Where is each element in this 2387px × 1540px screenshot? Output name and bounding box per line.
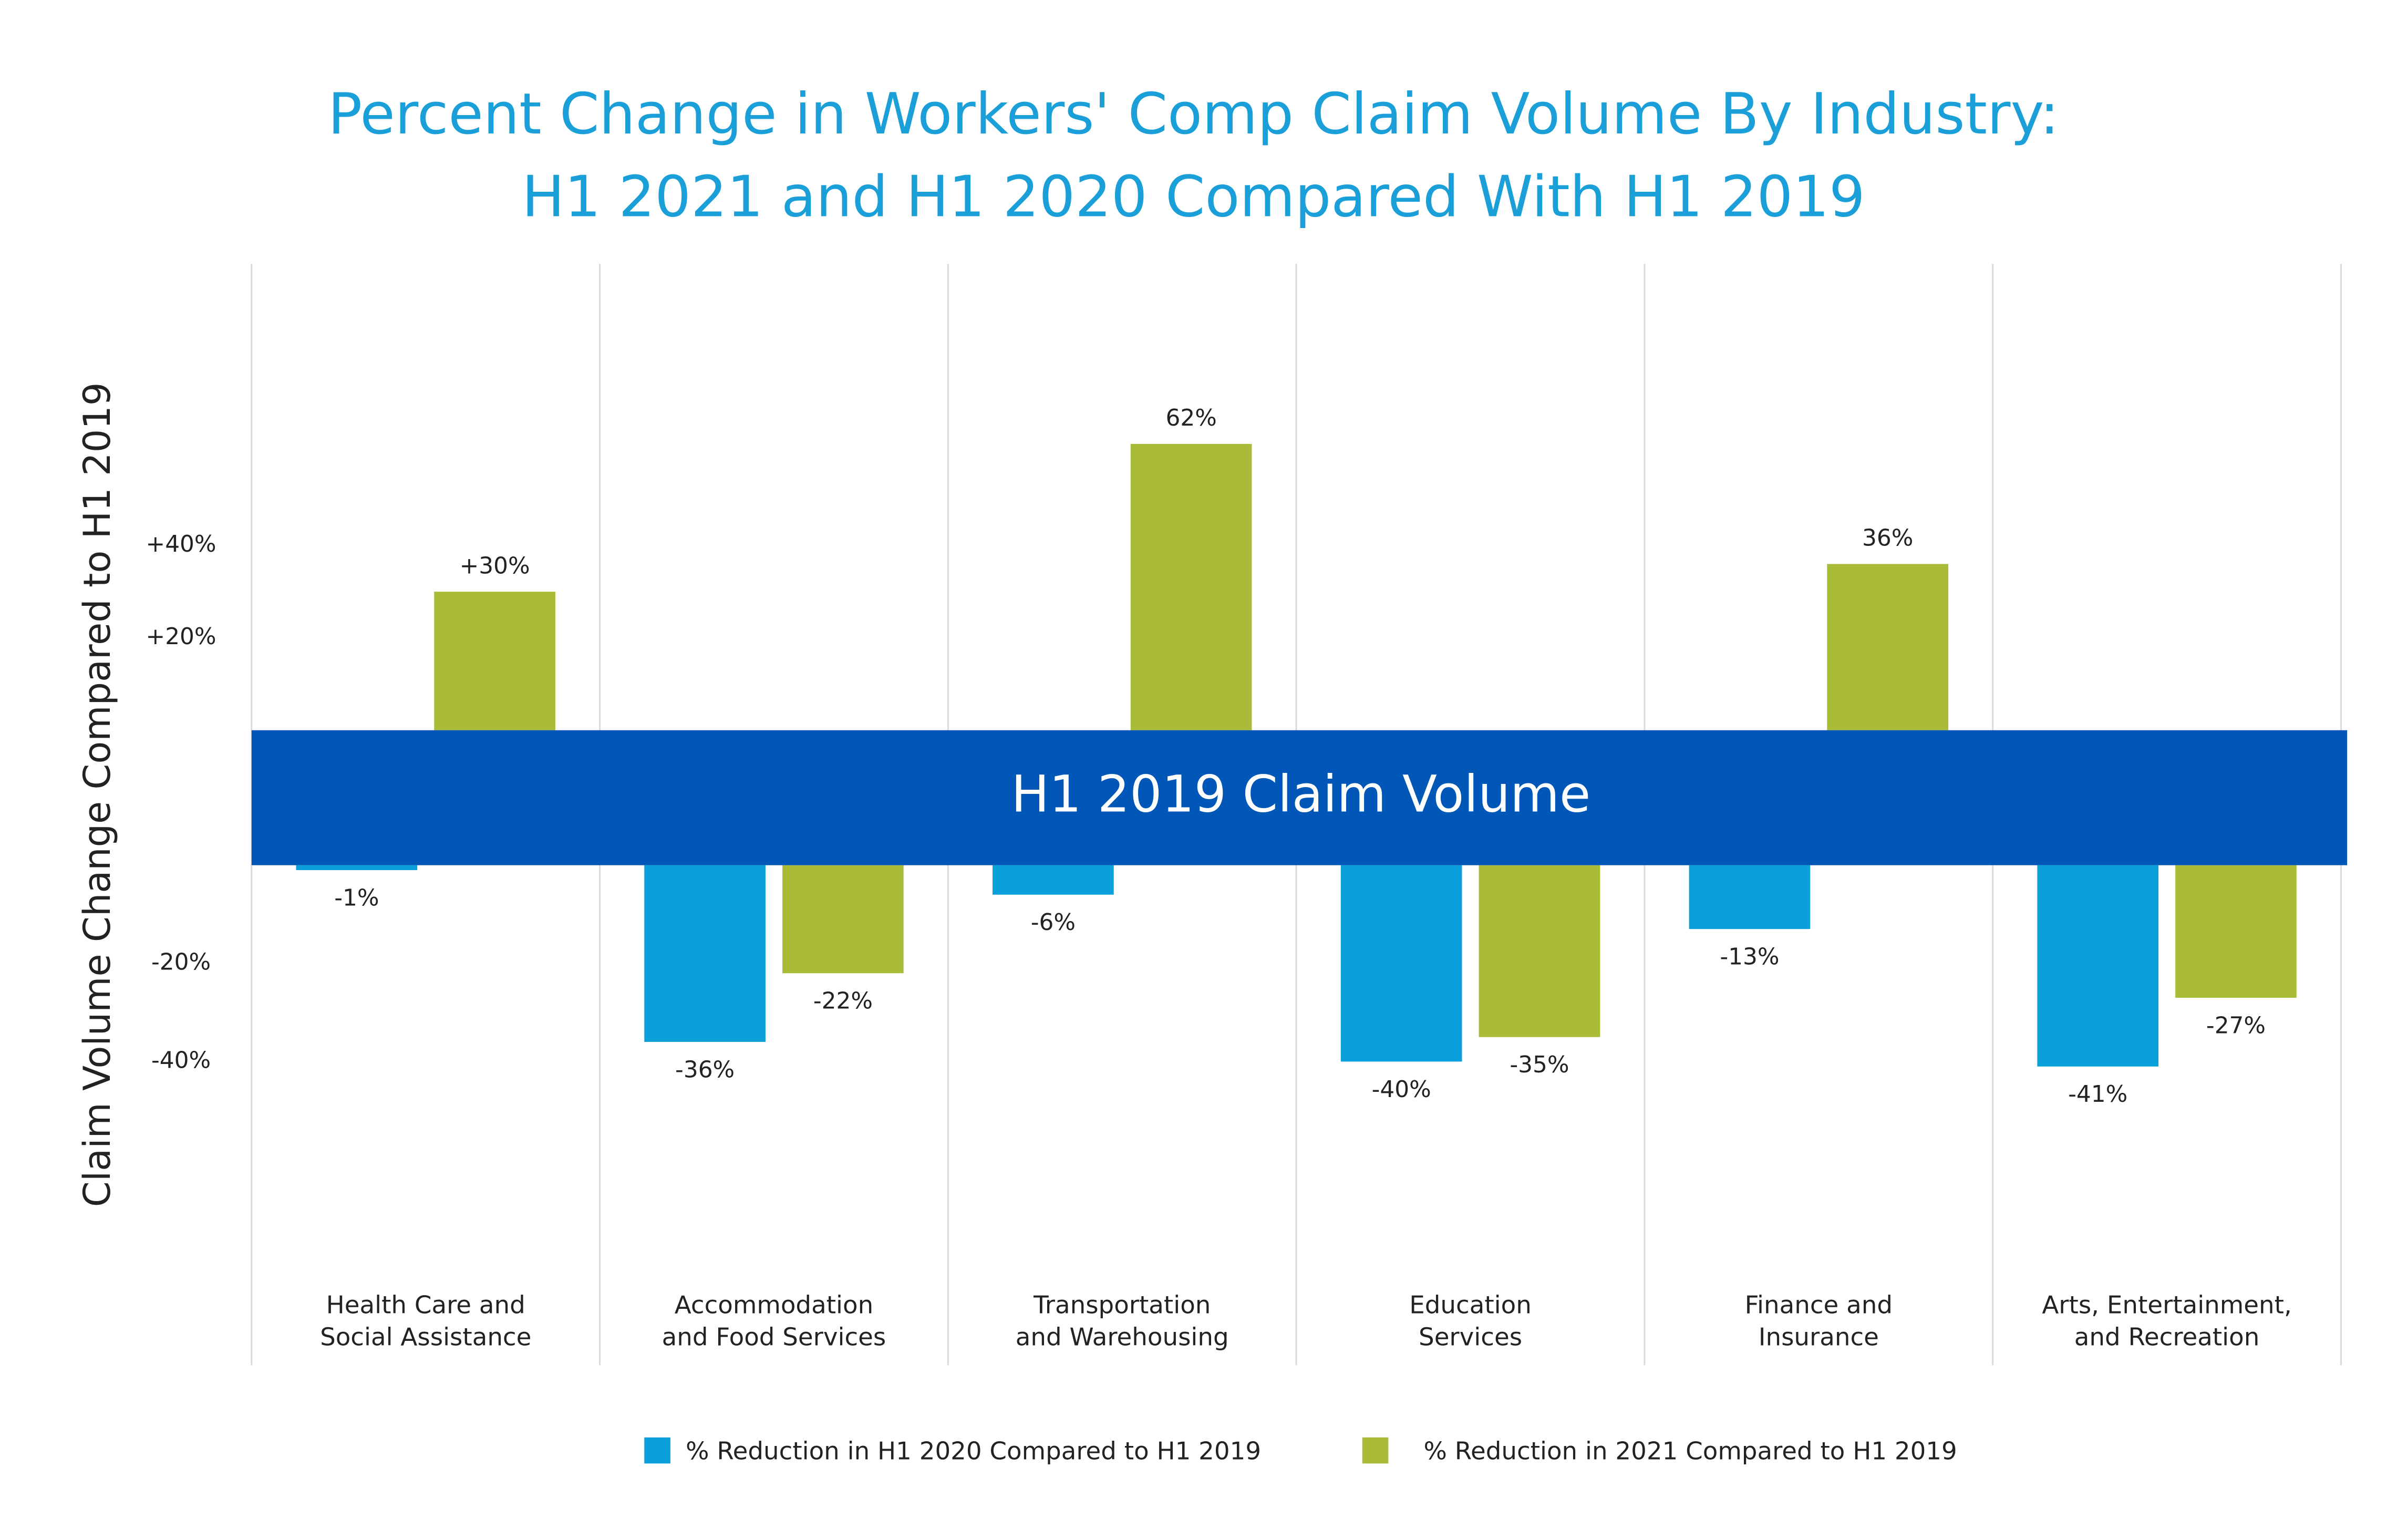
x-tick-label: Finance and Insurance [1744,1290,1893,1352]
y-tick-label: -40% [151,1047,211,1073]
value-label: -22% [813,988,873,1015]
legend-swatch [644,1437,670,1464]
x-tick-label: Education Services [1409,1290,1532,1352]
value-label: +30% [460,552,530,579]
value-label: -36% [675,1057,735,1083]
x-tick-label: Health Care and Social Assistance [320,1290,532,1352]
bar [2037,865,2159,1067]
bar [1130,443,1252,730]
band-label: H1 2019 Claim Volume [1011,765,1590,824]
bar [1479,865,1600,1037]
value-label: -40% [1372,1076,1431,1103]
y-axis-label: Claim Volume Change Compared to H1 2019 [76,383,119,1207]
value-label: 36% [1862,525,1913,552]
baseline-band [251,730,2348,865]
x-tick-label: Arts, Entertainment, and Recreation [2042,1290,2292,1352]
legend-swatch [1362,1437,1389,1464]
legend-label: % Reduction in 2021 Compared to H1 2019 [1423,1437,1957,1465]
value-label: -35% [1510,1051,1569,1078]
chart-title: Percent Change in Workers' Comp Claim Vo… [328,81,2059,230]
bar [644,865,766,1042]
value-label: -6% [1031,909,1076,936]
y-tick-label: +20% [146,623,216,650]
value-label: -27% [2206,1012,2266,1039]
bar [782,865,904,974]
bar [1827,564,1949,730]
bar [296,865,418,871]
bar [434,592,555,730]
y-tick-label: -20% [151,949,211,976]
bar [1340,865,1462,1062]
y-tick-label: +40% [146,531,216,557]
bar [2175,865,2297,998]
legend-label: % Reduction in H1 2020 Compared to H1 20… [686,1437,1261,1465]
bar [993,865,1114,895]
value-label: -13% [1720,944,1779,970]
x-tick-label: Accommodation and Food Services [662,1290,886,1352]
bar [1689,865,1811,929]
value-label: -1% [334,885,379,912]
value-label: -41% [2068,1081,2127,1108]
x-tick-label: Transportation and Warehousing [1015,1290,1229,1352]
value-label: 62% [1165,405,1216,431]
